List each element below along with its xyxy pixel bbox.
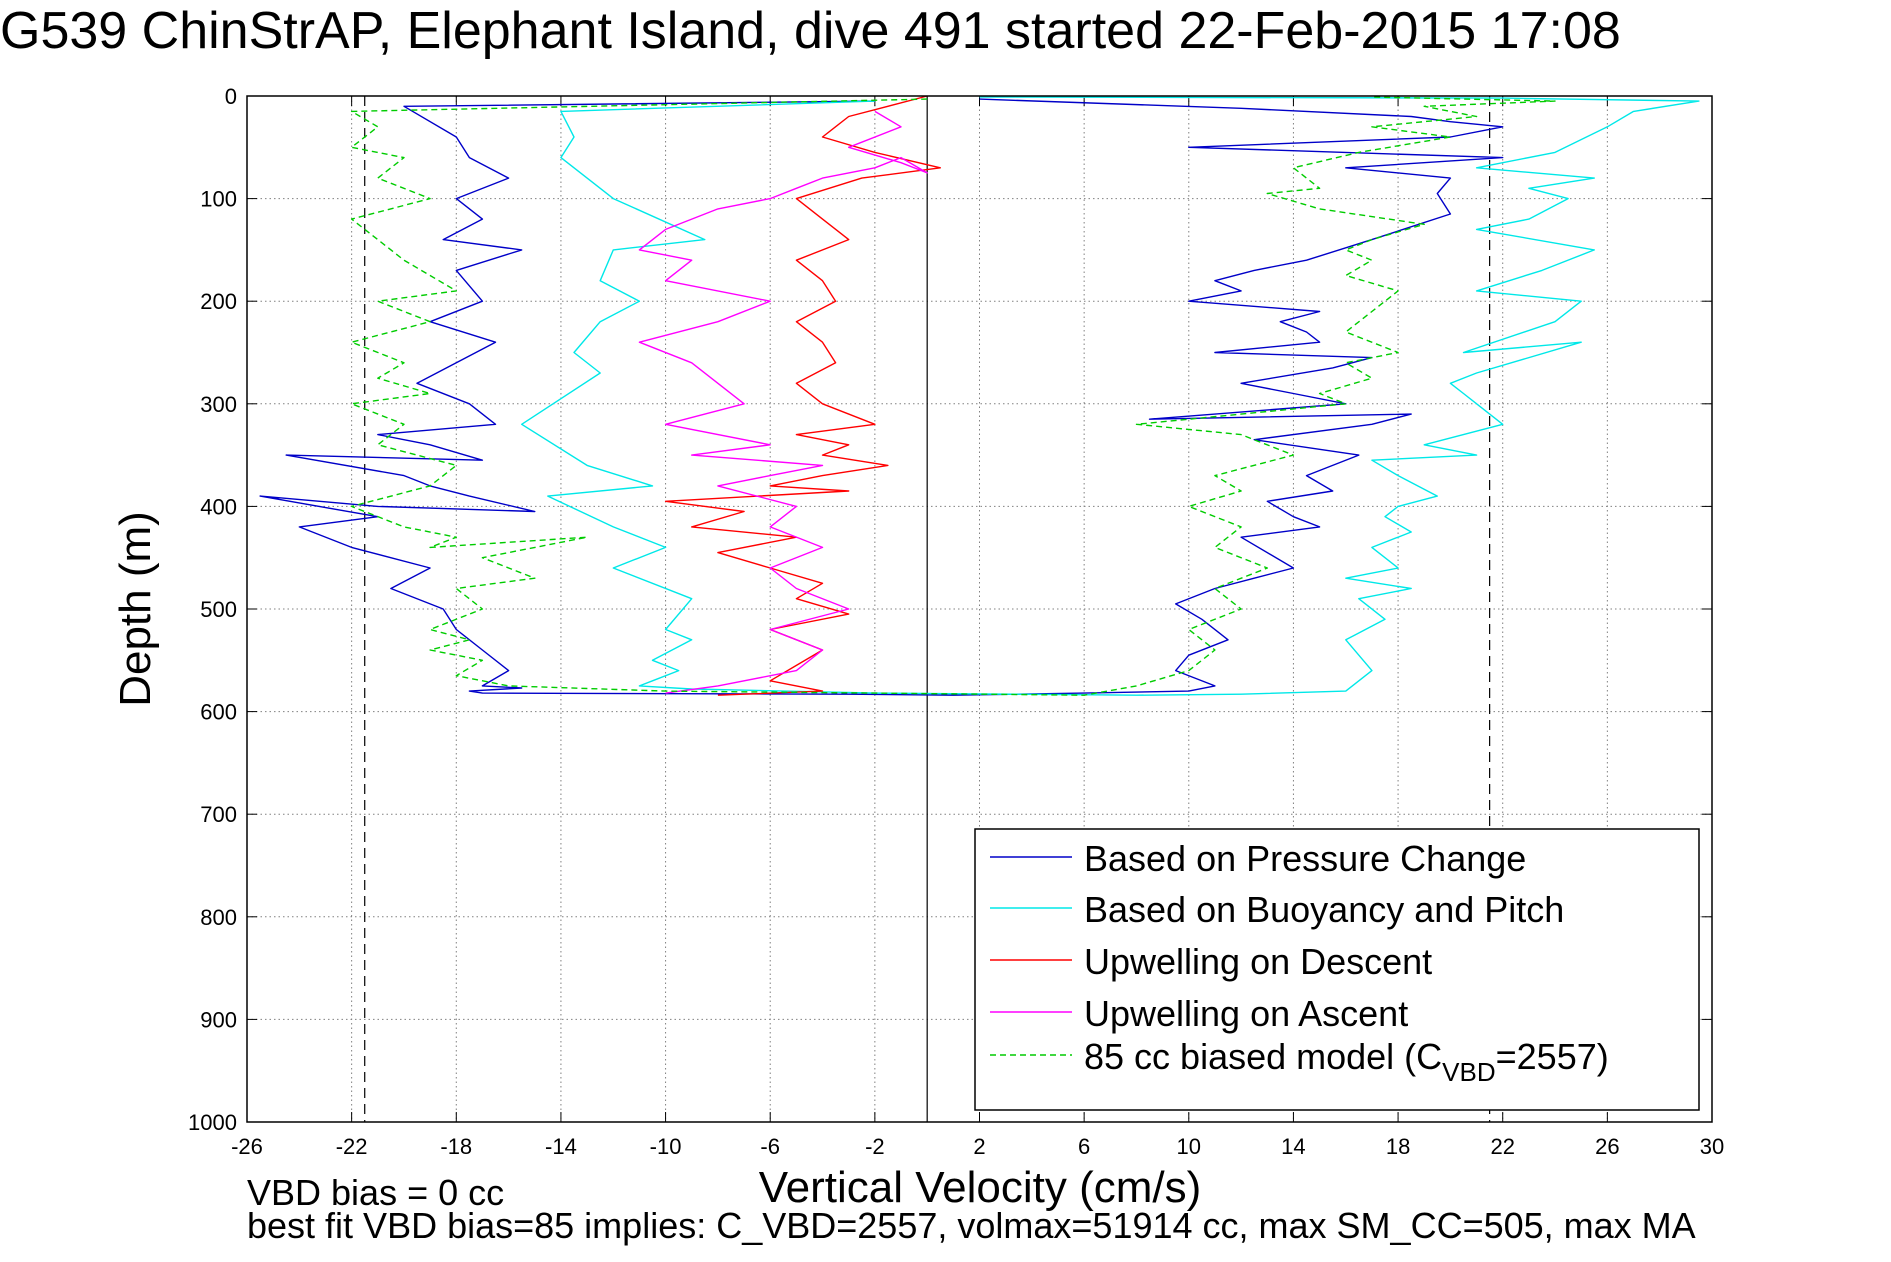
y-tick-label: 0 bbox=[225, 84, 237, 109]
series-line-1 bbox=[259, 98, 1504, 696]
series-line-2 bbox=[521, 96, 1700, 696]
series-line-4 bbox=[638, 110, 928, 694]
y-tick-label: 700 bbox=[200, 802, 237, 827]
y-tick-label: 800 bbox=[200, 905, 237, 930]
x-tick-label: -14 bbox=[545, 1134, 577, 1159]
axes-frame bbox=[246, 95, 1713, 1123]
x-tick-label: 22 bbox=[1490, 1134, 1514, 1159]
legend: Based on Pressure Change Based on Buoyanc… bbox=[974, 828, 1700, 1111]
x-tick-label: -18 bbox=[440, 1134, 472, 1159]
x-tick-label: 26 bbox=[1595, 1134, 1619, 1159]
y-tick-label: 400 bbox=[200, 494, 237, 519]
legend-label-3: Upwelling on Descent bbox=[1084, 941, 1432, 982]
x-tick-label: 30 bbox=[1700, 1134, 1724, 1159]
x-tick-label: -6 bbox=[760, 1134, 780, 1159]
vbd-bias-annotation: VBD bias = 0 cc bbox=[247, 1172, 504, 1213]
x-tick-label: 14 bbox=[1281, 1134, 1305, 1159]
legend-tail: =2557) bbox=[1496, 1036, 1609, 1077]
best-fit-annotation: best fit VBD bias=85 implies: C_VBD=2557… bbox=[247, 1205, 1696, 1246]
y-tick-label: 1000 bbox=[188, 1110, 237, 1135]
x-tick-label: 2 bbox=[973, 1134, 985, 1159]
x-tick-label: -10 bbox=[650, 1134, 682, 1159]
y-tick-label: 300 bbox=[200, 392, 237, 417]
series-group bbox=[259, 95, 1700, 696]
x-tick-label: -26 bbox=[231, 1134, 263, 1159]
y-tick-label: 900 bbox=[200, 1007, 237, 1032]
legend-label-1: Based on Pressure Change bbox=[1084, 838, 1526, 879]
y-tick-label: 200 bbox=[200, 289, 237, 314]
series-line-3 bbox=[664, 95, 941, 696]
legend-label-2: Based on Buoyancy and Pitch bbox=[1084, 889, 1564, 930]
y-tick-label: 500 bbox=[200, 597, 237, 622]
legend-box bbox=[974, 828, 1700, 1111]
x-tick-label: -22 bbox=[336, 1134, 368, 1159]
legend-label-4: Upwelling on Ascent bbox=[1084, 993, 1408, 1034]
chart-title: G539 ChinStrAP, Elephant Island, dive 49… bbox=[0, 2, 1621, 60]
series-line-5 bbox=[350, 96, 1556, 696]
x-tick-label: 6 bbox=[1078, 1134, 1090, 1159]
y-tick-labels: 0 100 200 300 400 500 600 700 800 900 1000 bbox=[188, 84, 237, 1135]
x-tick-label: -2 bbox=[865, 1134, 885, 1159]
legend-subscript: VBD bbox=[1442, 1057, 1495, 1087]
x-tick-labels: -26 -22 -18 -14 -10 -6 -2 2 6 10 14 18 22 26 30 bbox=[231, 1134, 1724, 1159]
y-tick-label: 600 bbox=[200, 700, 237, 725]
x-axis-label: Vertical Velocity (cm/s) bbox=[759, 1163, 1202, 1212]
x-tick-label: 18 bbox=[1386, 1134, 1410, 1159]
x-tick-label: 10 bbox=[1177, 1134, 1201, 1159]
y-tick-label: 100 bbox=[200, 187, 237, 212]
y-axis-label: Depth (m) bbox=[111, 511, 160, 707]
